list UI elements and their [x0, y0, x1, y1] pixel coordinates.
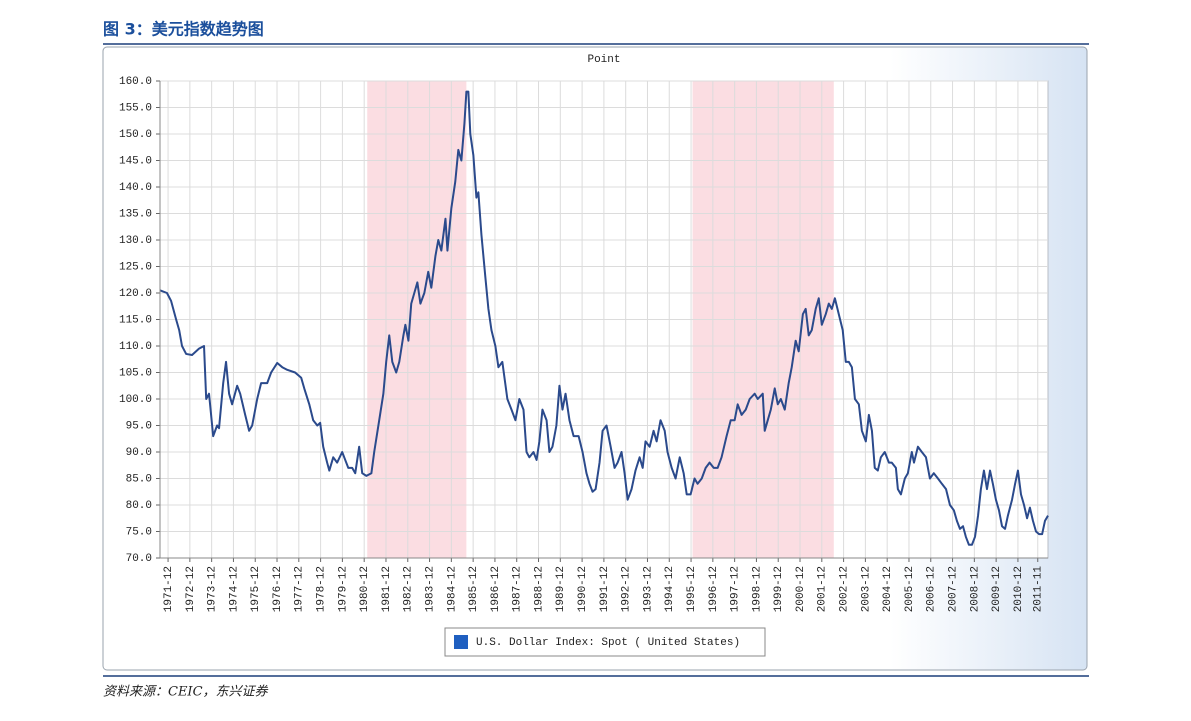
legend-swatch	[454, 635, 468, 649]
x-tick-label: 1990-12	[577, 566, 589, 612]
x-tick-label: 1999-12	[773, 566, 785, 612]
x-tick-label: 1996-12	[708, 566, 720, 612]
x-tick-label: 1998-12	[751, 566, 763, 612]
x-tick-label: 1979-12	[337, 566, 349, 612]
x-tick-label: 1991-12	[599, 566, 611, 612]
x-tick-label: 1975-12	[250, 566, 262, 612]
y-tick-label: 75.0	[126, 526, 152, 538]
x-tick-label: 1971-12	[163, 566, 175, 612]
x-tick-label: 2009-12	[991, 566, 1003, 612]
y-tick-label: 160.0	[119, 76, 152, 88]
legend-box	[444, 627, 766, 657]
y-tick-label: 85.0	[126, 473, 152, 485]
y-tick-label: 115.0	[119, 314, 152, 326]
y-tick-label: 150.0	[119, 129, 152, 141]
x-tick-label: 1985-12	[468, 566, 480, 612]
x-tick-label: 1984-12	[446, 566, 458, 612]
x-tick-label: 2000-12	[795, 566, 807, 612]
figure-title: 图 3：美元指数趋势图	[103, 20, 264, 39]
x-tick-label: 2005-12	[904, 566, 916, 612]
x-tick-label: 1977-12	[294, 566, 306, 612]
legend-label: U.S. Dollar Index: Spot ( United States)	[476, 637, 740, 649]
y-tick-label: 155.0	[119, 102, 152, 114]
y-tick-label: 80.0	[126, 500, 152, 512]
x-tick-label: 1973-12	[207, 566, 219, 612]
x-tick-label: 1992-12	[621, 566, 633, 612]
x-tick-label: 2006-12	[926, 566, 938, 612]
x-tick-label: 1994-12	[664, 566, 676, 612]
x-tick-label: 1982-12	[403, 566, 415, 612]
x-tick-label: 1978-12	[316, 566, 328, 612]
chart-title: Point	[587, 54, 620, 66]
x-tick-label: 2008-12	[969, 566, 981, 612]
plot-layer: 70.0 75.0 80.0 85.0 90.0 95.0 100.0 105.0 110.0 1…	[119, 76, 1049, 613]
x-tick-label: 1980-12	[359, 566, 371, 612]
y-tick-label: 110.0	[119, 341, 152, 353]
x-tick-label: 2007-12	[947, 566, 959, 612]
x-tick-label: 1988-12	[533, 566, 545, 612]
x-tick-label: 1987-12	[512, 566, 524, 612]
x-tick-label: 2003-12	[860, 566, 872, 612]
x-tick-label: 1974-12	[228, 566, 240, 612]
x-tick-label: 1983-12	[424, 566, 436, 612]
x-tick-label: 2011-11	[1033, 566, 1045, 613]
y-tick-label: 100.0	[119, 394, 152, 406]
x-tick-label: 2001-12	[817, 566, 829, 612]
y-tick-label: 95.0	[126, 420, 152, 432]
y-tick-label: 105.0	[119, 367, 152, 379]
x-tick-label: 1995-12	[686, 566, 698, 612]
y-tick-label: 140.0	[119, 182, 152, 194]
y-tick-label: 70.0	[126, 553, 152, 565]
x-tick-label: 1976-12	[272, 566, 284, 612]
x-tick-label: 1997-12	[730, 566, 742, 612]
y-tick-label: 90.0	[126, 447, 152, 459]
x-tick-label: 2010-12	[1013, 566, 1025, 612]
x-tick-label: 2002-12	[839, 566, 851, 612]
x-tick-label: 1989-12	[555, 566, 567, 612]
x-tick-label: 2004-12	[882, 566, 894, 612]
y-tick-label: 130.0	[119, 235, 152, 247]
y-tick-label: 135.0	[119, 208, 152, 220]
data-line	[159, 90, 1049, 546]
x-tick-label: 1993-12	[642, 566, 654, 612]
y-tick-label: 125.0	[119, 261, 152, 273]
source-note: 资料来源：CEIC，东兴证券	[103, 685, 269, 700]
x-tick-label: 1986-12	[490, 566, 502, 612]
x-tick-label: 1972-12	[185, 566, 197, 612]
x-tick-label: 1981-12	[381, 566, 393, 612]
y-tick-label: 120.0	[119, 288, 152, 300]
y-tick-label: 145.0	[119, 155, 152, 167]
